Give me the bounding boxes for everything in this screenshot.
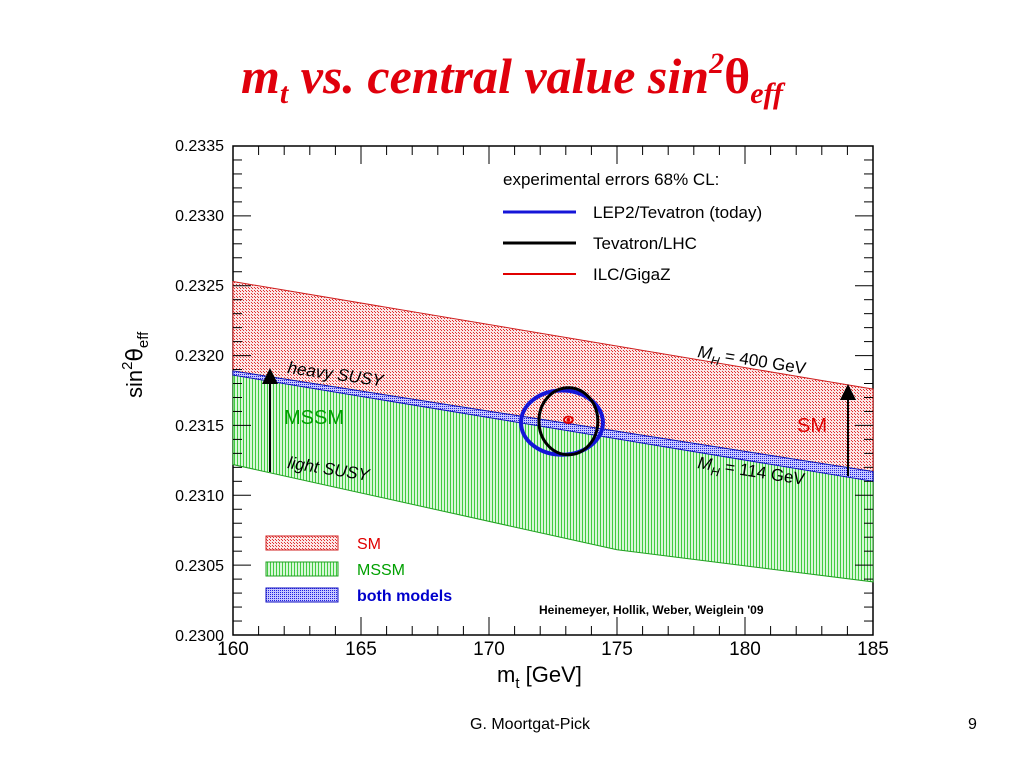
legend-swatch-sm [265,535,339,551]
x-tick-label: 185 [857,639,889,660]
slide-title: mt vs. central value sin2θeff [0,34,1024,124]
y-tick-label: 0.2305 [175,558,224,575]
y-tick-label: 0.2325 [175,278,224,295]
y-tick-label: 0.2310 [175,488,224,505]
x-tick-label: 175 [601,639,633,660]
errors-legend-title: experimental errors 68% CL: [503,170,719,189]
legend-label-ilc: ILC/GigaZ [593,265,670,284]
legend-swatch-mssm [265,561,339,577]
x-tick-label: 160 [217,639,249,660]
x-tick-label: 180 [729,639,761,660]
y-tick-label: 0.2335 [175,138,224,155]
sm-label: SM [797,415,827,437]
legend-label-both: both models [357,588,452,605]
x-axis-ticks [232,146,874,635]
legend-label-lhc: Tevatron/LHC [593,234,697,253]
footer-page-number: 9 [968,716,977,733]
legend-swatch-both [265,587,339,603]
x-tick-label: 170 [473,639,505,660]
ellipse-tevatron-lhc [537,386,600,457]
legend-label-sm: SM [357,536,381,553]
credit-label: Heinemeyer, Hollik, Weber, Weiglein '09 [539,603,764,617]
title-superscript: 2 [709,47,725,80]
x-axis-label: mt [GeV] [497,662,582,692]
title-text: vs. central value sin [288,48,710,104]
title-eff-subscript: eff [750,77,783,110]
errors-legend: experimental errors 68% CL: LEP2/Tevatro… [503,170,762,284]
x-tick-label: 165 [345,639,377,660]
y-axis-ticks [233,145,873,636]
footer-author: G. Moortgat-Pick [470,716,591,733]
central-value-point [566,417,571,422]
chart: 0.2300 0.2305 0.2310 0.2315 0.2320 0.232… [119,138,889,692]
legend-label-lep2: LEP2/Tevatron (today) [593,203,762,222]
y-tick-label: 0.2320 [175,348,224,365]
mssm-label: MSSM [284,407,344,429]
models-legend: SM MSSM both models [265,535,452,605]
legend-label-mssm: MSSM [357,562,405,579]
y-axis-label: sin2θeff [119,331,152,398]
title-theta: θ [724,48,751,104]
title-t-subscript: t [279,77,289,110]
y-tick-label: 0.2300 [175,628,224,645]
y-tick-label: 0.2315 [175,418,224,435]
y-tick-label: 0.2330 [175,208,224,225]
title-m: m [241,48,280,104]
